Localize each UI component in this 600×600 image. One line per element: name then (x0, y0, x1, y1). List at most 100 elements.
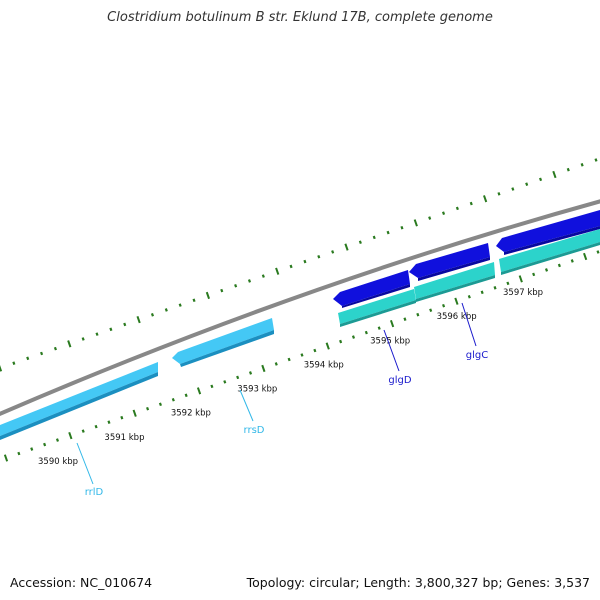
inner-tick-row (3, 250, 600, 462)
outer-minor-tick (539, 177, 543, 182)
outer-tick-row (0, 158, 598, 372)
inner-minor-tick (403, 317, 407, 321)
cds2-feature-2[interactable] (414, 262, 495, 302)
inner-minor-tick (287, 357, 291, 362)
inner-minor-tick (480, 290, 484, 295)
outer-minor-tick (442, 211, 446, 215)
outer-minor-tick (566, 167, 570, 172)
outer-minor-tick (455, 206, 459, 211)
gene-label-rrsD: rrsD (244, 425, 265, 436)
outer-major-tick (552, 170, 557, 179)
outer-minor-tick (150, 313, 154, 317)
inner-major-tick (518, 275, 523, 283)
inner-minor-tick (184, 393, 188, 398)
glgD-leader (383, 329, 400, 372)
inner-minor-tick (506, 281, 510, 286)
inner-major-tick (389, 320, 395, 328)
cds-feature-glgC[interactable] (409, 243, 490, 281)
outer-major-tick (413, 219, 418, 227)
inner-minor-tick (274, 362, 278, 366)
outer-minor-tick (164, 308, 168, 312)
inner-minor-tick (43, 442, 47, 447)
outer-minor-tick (469, 201, 473, 206)
outer-minor-tick (26, 356, 30, 361)
outer-minor-tick (497, 192, 501, 196)
inner-major-tick (454, 297, 459, 305)
scale-labels: 3590 kbp 3591 kbp 3592 kbp 3593 kbp 3594 kbp… (38, 288, 543, 467)
outer-major-tick (483, 195, 488, 203)
outer-minor-tick (81, 337, 85, 341)
outer-minor-tick (289, 264, 293, 269)
scale-label: 3597 kbp (503, 288, 543, 298)
outer-minor-tick (511, 187, 515, 191)
inner-minor-tick (17, 451, 21, 456)
outer-minor-tick (386, 230, 390, 235)
inner-major-tick (261, 364, 266, 373)
inner-minor-tick (416, 312, 420, 317)
scale-label: 3591 kbp (104, 433, 144, 443)
scale-label: 3592 kbp (171, 409, 211, 419)
outer-major-tick (275, 267, 280, 275)
inner-minor-tick (442, 303, 446, 308)
gene-label-glgD: glgD (388, 375, 411, 386)
cds-feature-glgD[interactable] (333, 270, 410, 308)
glgC-leader (461, 302, 477, 347)
inner-minor-tick (158, 402, 162, 407)
inner-major-tick (583, 252, 588, 261)
rrna-feature-rrlD[interactable] (0, 362, 158, 440)
map-title: Clostridium botulinum B str. Eklund 17B,… (107, 10, 493, 25)
outer-minor-tick (53, 346, 57, 351)
outer-minor-tick (247, 279, 252, 283)
inner-minor-tick (313, 348, 317, 353)
outer-minor-tick (261, 274, 265, 278)
outer-minor-tick (12, 361, 16, 365)
outer-major-tick (136, 315, 141, 324)
inner-minor-tick (146, 406, 150, 411)
inner-minor-tick (364, 330, 368, 335)
inner-minor-tick (429, 308, 433, 312)
outer-minor-tick (109, 327, 113, 332)
inner-minor-tick (377, 326, 381, 330)
inner-major-tick (325, 342, 330, 350)
outer-major-tick (0, 364, 3, 372)
outer-minor-tick (594, 158, 598, 162)
outer-major-tick (205, 291, 211, 300)
inner-minor-tick (467, 295, 471, 299)
inner-minor-tick (544, 268, 549, 272)
inner-minor-tick (81, 429, 85, 433)
inner-minor-tick (55, 438, 60, 442)
inner-major-tick (196, 387, 202, 395)
outer-minor-tick (178, 303, 182, 307)
inner-minor-tick (236, 375, 240, 380)
cds-feature-next[interactable] (496, 210, 600, 255)
rrna-feature-rrsD[interactable] (172, 318, 274, 367)
inner-minor-tick (94, 424, 98, 429)
cds2-feature-1[interactable] (338, 289, 416, 327)
inner-major-tick (132, 409, 137, 417)
scale-label: 3596 kbp (437, 312, 477, 322)
outer-major-tick (344, 243, 349, 251)
outer-minor-tick (372, 235, 376, 240)
outer-minor-tick (220, 288, 224, 293)
outer-minor-tick (358, 240, 362, 245)
cds2-feature-3[interactable] (499, 229, 600, 275)
scale-label: 3594 kbp (304, 360, 344, 370)
outer-minor-tick (303, 259, 307, 264)
inner-major-tick (3, 454, 9, 462)
inner-minor-tick (596, 250, 600, 254)
genome-backbone (0, 199, 600, 417)
inner-minor-tick (30, 447, 34, 451)
inner-minor-tick (171, 398, 175, 402)
outer-minor-tick (192, 298, 196, 303)
outer-minor-tick (95, 332, 99, 336)
inner-minor-tick (570, 259, 574, 263)
inner-minor-tick (223, 380, 227, 384)
outer-minor-tick (580, 163, 584, 167)
gene-label-glgC: glgC (466, 350, 488, 361)
outer-minor-tick (400, 225, 404, 230)
inner-minor-tick (107, 420, 111, 424)
rrlD-leader (76, 442, 94, 485)
scale-label: 3593 kbp (237, 385, 277, 395)
scale-label: 3590 kbp (38, 457, 78, 467)
